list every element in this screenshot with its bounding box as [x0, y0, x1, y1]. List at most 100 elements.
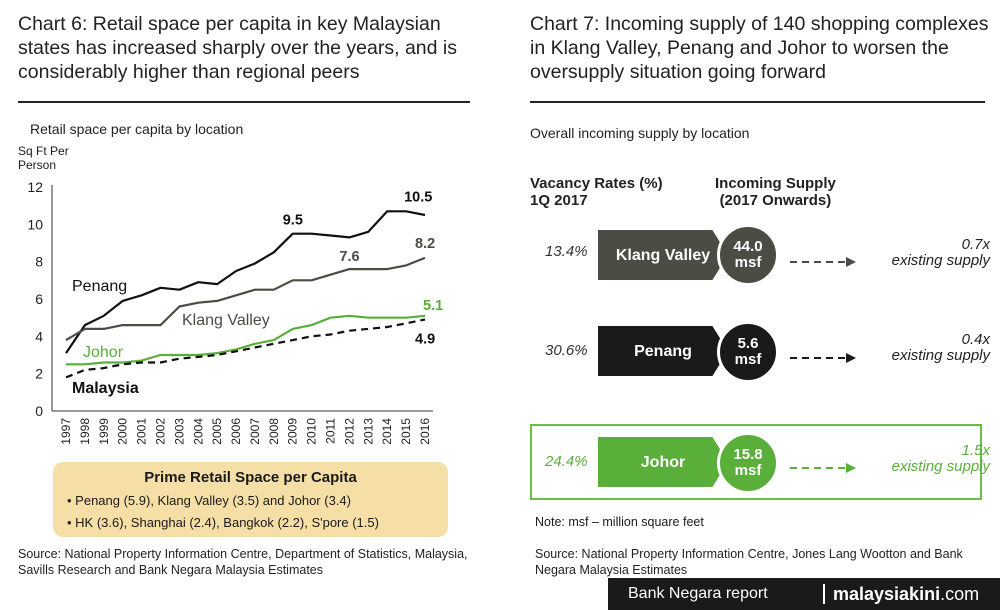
x-tick-label: 1997: [59, 418, 73, 445]
multiple-value: 0.7x: [961, 236, 990, 253]
prime-retail-line-regional: • HK (3.6), Shanghai (2.4), Bangkok (2.2…: [67, 515, 379, 530]
msf-note: Note: msf – million square feet: [535, 515, 704, 529]
chart-7-subtitle: Overall incoming supply by location: [530, 125, 750, 141]
x-tick-label: 2016: [418, 418, 432, 445]
y-tick-label: 4: [35, 328, 43, 344]
x-tick-label: 2001: [135, 418, 149, 445]
multiple-value: 0.4x: [961, 331, 990, 348]
vacancy-rate: 13.4%: [545, 243, 588, 260]
vacancy-rate: 30.6%: [545, 342, 588, 359]
x-tick-label: 2011: [324, 418, 338, 444]
series-label-klang-valley: Klang Valley: [182, 312, 270, 329]
supply-row-penang: 30.6% Penang 5.6 msf 0.4x existing suppl…: [505, 314, 1000, 394]
series-line-penang: [65, 210, 426, 354]
supply-value: 44.0: [733, 238, 763, 255]
chart-6-subtitle: Retail space per capita by location: [30, 121, 244, 137]
supply-row-johor: 24.4% Johor 15.8 msf 1.5x existing suppl…: [505, 420, 1000, 500]
footer-bar: Bank Negara report malaysiakini.com: [608, 578, 1000, 610]
supply-value: 15.8: [733, 446, 763, 463]
series-label-penang: Penang: [72, 278, 127, 295]
x-tick-label: 2015: [399, 418, 413, 445]
supply-unit: msf: [734, 254, 762, 271]
chart-7-source: Source: National Property Information Ce…: [535, 547, 963, 577]
supply-value: 5.6: [737, 335, 759, 352]
chart-7-heading: Chart 7: Incoming supply of 140 shopping…: [530, 13, 989, 83]
y-tick-label: 8: [35, 254, 43, 270]
data-label-malaysia-2016: 4.9: [415, 332, 435, 348]
x-tick-label: 2000: [116, 418, 130, 445]
axes-layer: 0 2 4 6 8 10 12 1997 1998 1999 2000 2001 2002 2003 200…: [27, 179, 433, 445]
y-axis-label: Sq Ft Per Person: [18, 144, 69, 172]
dashed-arrow: [790, 353, 856, 363]
series-label-malaysia: Malaysia: [72, 380, 139, 397]
y-tick-label: 10: [27, 216, 43, 232]
data-label-penang-2016: 10.5: [404, 189, 432, 205]
footer-report-label: Bank Negara report: [628, 585, 768, 602]
supply-multiple: 0.7x existing supply: [850, 237, 990, 269]
dashed-arrow: [790, 257, 856, 267]
x-tick-label: 2009: [286, 418, 300, 445]
x-tick-label: 2003: [172, 418, 186, 445]
multiple-value: 1.5x: [961, 442, 990, 459]
series-layer: [65, 210, 426, 379]
brand-name: malaysiakini: [833, 584, 941, 604]
vacancy-rate: 24.4%: [545, 453, 588, 470]
location-box: Johor: [598, 437, 728, 487]
data-label-klang-2012: 7.6: [339, 249, 359, 265]
prime-retail-box: Prime Retail Space per Capita • Penang (…: [53, 462, 448, 537]
brand-domain: .com: [940, 584, 980, 604]
supply-header-line-2: (2017 Onwards): [719, 192, 832, 209]
x-tick-label: 2013: [361, 418, 375, 445]
y-tick-label: 0: [35, 403, 43, 419]
series-line-malaysia: [65, 318, 426, 379]
x-tick-label: 2008: [267, 418, 281, 445]
series-label-johor: Johor: [83, 344, 124, 361]
chart-6-panel: Chart 6: Retail space per capita in key …: [0, 0, 490, 610]
multiple-label: existing supply: [891, 347, 990, 364]
x-tick-label: 1999: [97, 418, 111, 445]
multiple-label: existing supply: [891, 252, 990, 269]
malaysiakini-logo[interactable]: malaysiakini.com: [833, 584, 979, 605]
vacancy-column-header: Vacancy Rates (%) 1Q 2017: [530, 175, 663, 209]
line-chart: 0 2 4 6 8 10 12 1997 1998 1999 2000 2001 2002 2003 200…: [27, 179, 443, 445]
supply-unit: msf: [734, 351, 762, 368]
x-tick-label: 2014: [380, 418, 394, 445]
chart-6-heading: Chart 6: Retail space per capita in key …: [18, 13, 457, 83]
location-box: Klang Valley: [598, 230, 728, 280]
x-tick-label: 2010: [305, 418, 319, 445]
location-box: Penang: [598, 326, 728, 376]
data-label-klang-2016: 8.2: [415, 236, 435, 252]
y-tick-label: 2: [35, 366, 43, 382]
supply-multiple: 1.5x existing supply: [850, 443, 990, 475]
labels-layer: 9.5 10.5 7.6 8.2 5.1 4.9 Penang Klang Valley Joh…: [72, 189, 443, 397]
prime-retail-line-malaysia: • Penang (5.9), Klang Valley (3.5) and J…: [67, 493, 351, 508]
chart-7-divider: [530, 101, 985, 103]
supply-header-line-1: Incoming Supply: [715, 175, 836, 192]
supply-circle: 5.6 msf: [717, 321, 779, 383]
x-tick-label: 2006: [229, 418, 243, 445]
y-tick-label: 12: [27, 179, 43, 195]
y-tick-label: 6: [35, 291, 43, 307]
supply-unit: msf: [734, 462, 762, 479]
multiple-label: existing supply: [891, 458, 990, 475]
data-label-penang-2009: 9.5: [283, 213, 303, 229]
x-tick-label: 2004: [191, 418, 205, 445]
x-tick-label: 2005: [210, 418, 224, 445]
x-tick-label: 2002: [153, 418, 167, 445]
supply-circle: 15.8 msf: [717, 432, 779, 494]
vacancy-header-line-2: 1Q 2017: [530, 192, 588, 209]
dashed-arrow: [790, 463, 856, 473]
x-tick-label: 2012: [342, 418, 356, 445]
vacancy-header-line-1: Vacancy Rates (%): [530, 175, 663, 192]
series-line-klang-valley: [65, 256, 426, 342]
johor-row-frame: [530, 424, 982, 500]
supply-circle: 44.0 msf: [717, 224, 779, 286]
chart-7-panel: Chart 7: Incoming supply of 140 shopping…: [505, 0, 1000, 610]
x-tick-label: 2007: [248, 418, 262, 445]
footer-separator: [823, 584, 825, 604]
chart-6-divider: [18, 101, 470, 103]
supply-multiple: 0.4x existing supply: [850, 332, 990, 364]
data-label-johor-2016: 5.1: [423, 298, 443, 314]
supply-row-klang-valley: 13.4% Klang Valley 44.0 msf 0.7x existin…: [505, 220, 1000, 300]
prime-retail-title: Prime Retail Space per Capita: [144, 469, 357, 486]
